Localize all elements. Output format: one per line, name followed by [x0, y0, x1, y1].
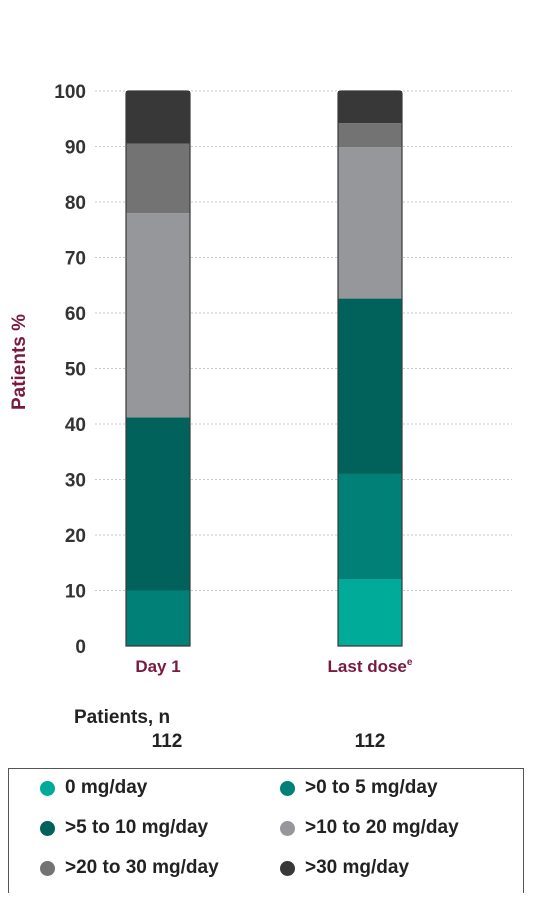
legend-item: >5 to 10 mg/day [40, 817, 208, 839]
patients-count-last-dose: 112 [354, 731, 386, 752]
y-tick-label: 50 [65, 360, 86, 381]
y-tick-label: 20 [65, 526, 86, 547]
legend-item: >30 mg/day [280, 857, 409, 879]
x-axis-categories: Day 1 Last dosee [135, 657, 413, 676]
category-text: Last dose [328, 657, 407, 676]
legend-swatch [40, 860, 55, 876]
legend-item: 0 mg/day [40, 777, 147, 799]
bar-segment [338, 298, 402, 474]
patients-n-label: Patients, n [74, 707, 171, 728]
y-tick-label: 60 [65, 304, 86, 325]
legend-label: >0 to 5 mg/day [305, 777, 438, 798]
category-superscript: e [407, 657, 413, 668]
legend-label: >30 mg/day [305, 857, 410, 878]
legend-swatch [40, 820, 55, 836]
bar-segment [126, 213, 190, 418]
bar-segment [338, 91, 402, 124]
legend-item: >20 to 30 mg/day [40, 857, 219, 879]
x-category-label: Last dosee [328, 657, 413, 676]
bar-stack-0 [125, 90, 191, 647]
bars [125, 90, 403, 647]
y-tick-label: 30 [65, 471, 86, 492]
y-axis-label: Patients % [9, 314, 30, 410]
bar-segment [126, 91, 190, 144]
bar-segment [338, 473, 402, 580]
bar-segment [126, 143, 190, 214]
bar-segment [126, 590, 190, 646]
legend: 0 mg/day >0 to 5 mg/day >5 to 10 mg/day >10… [8, 768, 524, 893]
legend-swatch [280, 860, 295, 876]
legend-swatch [280, 780, 295, 796]
legend-swatch [40, 780, 55, 796]
bar-outline [125, 90, 191, 647]
patients-count-day1: 112 [151, 731, 183, 752]
legend-item: >0 to 5 mg/day [280, 777, 438, 799]
legend-label: 0 mg/day [65, 777, 148, 798]
bar-segment [338, 123, 402, 148]
bar-segment [126, 417, 190, 591]
bar-segment [338, 579, 402, 646]
y-tick-label: 10 [65, 582, 86, 603]
legend-swatch [280, 820, 295, 836]
category-text: Day 1 [135, 657, 180, 676]
x-category-label: Day 1 [135, 657, 180, 676]
legend-label: >5 to 10 mg/day [65, 817, 209, 838]
y-tick-label: 90 [65, 138, 86, 159]
legend-label: >10 to 20 mg/day [305, 817, 459, 838]
legend-label: >20 to 30 mg/day [65, 857, 219, 878]
legend-item: >10 to 20 mg/day [280, 817, 459, 839]
bar-stack-1 [337, 90, 403, 647]
y-tick-label: 0 [75, 637, 86, 658]
bar-outline [337, 90, 403, 647]
y-tick-label: 40 [65, 415, 86, 436]
stacked-bar-chart: 0 10 20 30 40 50 60 70 80 90 100 Day 1 Last dosee P… [9, 82, 512, 676]
bar-segment [338, 147, 402, 299]
y-axis-ticks: 0 10 20 30 40 50 60 70 80 90 100 [54, 82, 86, 658]
y-tick-label: 70 [65, 249, 86, 270]
y-tick-label: 80 [65, 193, 86, 214]
y-tick-label: 100 [54, 82, 86, 103]
